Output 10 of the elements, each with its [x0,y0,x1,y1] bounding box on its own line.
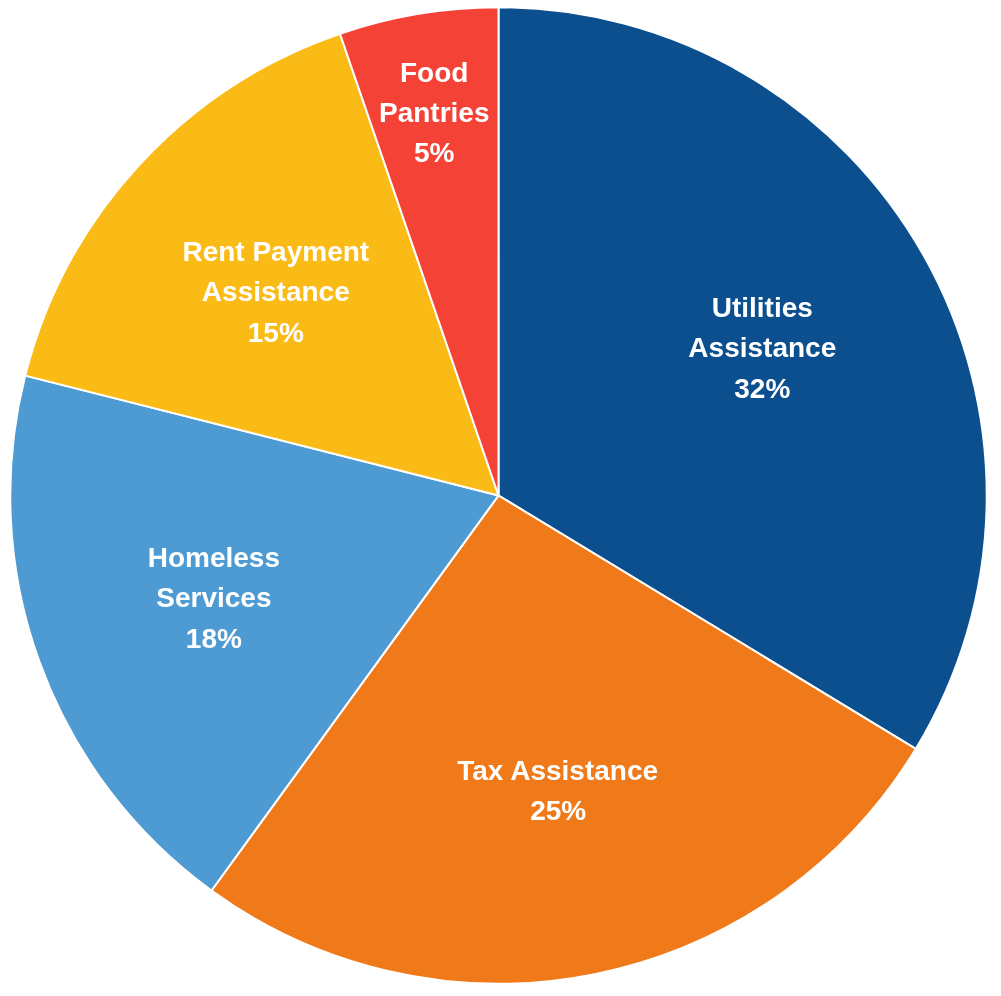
slice-label: Homeless Services [147,542,281,614]
data-label: 25% [530,795,587,827]
data-label: 32% [734,372,791,404]
slice-label: Food Pantries [378,56,490,129]
slice-label: Utilities Assistance [688,292,837,364]
data-label: 15% [247,316,304,348]
slice-label: Tax Assistance [457,754,659,786]
data-label: 5% [413,137,455,169]
slice-label: Rent Payment Assistance [182,235,370,308]
data-label: 18% [185,622,242,654]
